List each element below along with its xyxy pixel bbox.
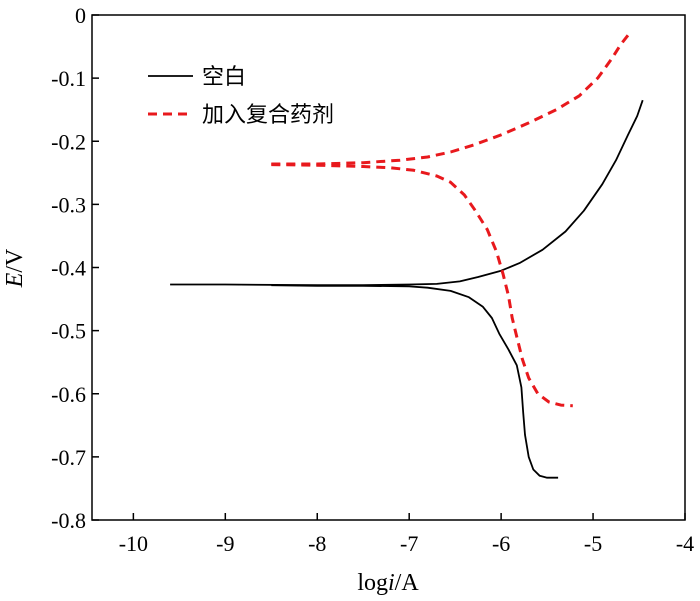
x-tick-label: -4 <box>676 531 694 556</box>
x-tick-label: -10 <box>119 531 148 556</box>
x-tick-label: -9 <box>216 531 234 556</box>
x-ticks: -10 -9 -8 -7 -6 -5 -4 <box>119 513 694 556</box>
legend: 空白 加入复合药剂 <box>148 65 334 128</box>
y-tick-label: -0.2 <box>51 129 86 154</box>
y-tick-label: -0.4 <box>51 256 86 281</box>
y-axis-title: E/V <box>2 248 28 288</box>
y-tick-label: -0.5 <box>51 319 86 344</box>
series-1-branch-1-line <box>271 163 573 408</box>
legend-label-additive: 加入复合药剂 <box>202 103 334 128</box>
x-tick-label: -6 <box>492 531 510 556</box>
series-1-branch-0-line <box>271 34 630 166</box>
y-tick-label: 0 <box>75 3 86 28</box>
y-tick-label: -0.8 <box>51 508 86 533</box>
legend-label-blank: 空白 <box>202 65 246 90</box>
y-tick-label: -0.6 <box>51 382 86 407</box>
plot-area <box>91 14 686 521</box>
x-tick-label: -8 <box>308 531 326 556</box>
x-tick-label: -5 <box>584 531 602 556</box>
plot-frame <box>91 14 686 521</box>
series-layer <box>170 34 644 479</box>
series-0-branch-1-line <box>271 284 559 479</box>
x-axis-title: logi/A <box>357 570 419 596</box>
y-tick-label: -0.3 <box>51 192 86 217</box>
y-tick-label: -0.7 <box>51 445 86 470</box>
y-tick-label: -0.1 <box>51 66 86 91</box>
x-tick-label: -7 <box>400 531 418 556</box>
y-ticks: 0 -0.1 -0.2 -0.3 -0.4 -0.5 -0.6 -0.7 -0.8 <box>51 3 99 533</box>
